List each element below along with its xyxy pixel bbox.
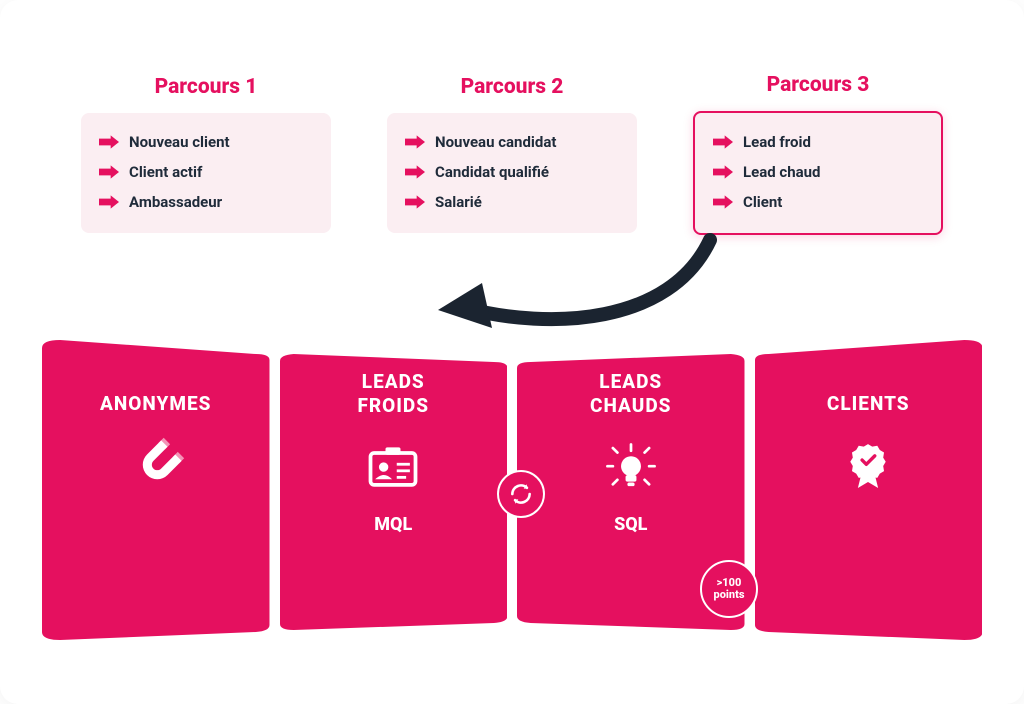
flow-arrow-icon bbox=[420, 230, 720, 340]
parcours-item-label: Lead froid bbox=[743, 133, 811, 151]
parcours-row: Parcours 1 Nouveau client Client actif A… bbox=[0, 75, 1024, 235]
parcours-item-label: Client bbox=[743, 193, 782, 211]
parcours-3-item-1: Lead chaud bbox=[713, 157, 923, 187]
parcours-3-title: Parcours 3 bbox=[693, 73, 943, 97]
parcours-2-title: Parcours 2 bbox=[387, 75, 637, 99]
parcours-item-label: Lead chaud bbox=[743, 163, 821, 181]
sync-icon bbox=[508, 481, 534, 507]
id-card-icon bbox=[361, 436, 425, 500]
points-badge: >100 points bbox=[700, 560, 758, 618]
parcours-item-label: Salarié bbox=[435, 193, 482, 211]
parcours-1-box: Nouveau client Client actif Ambassadeur bbox=[81, 113, 331, 233]
arrow-icon bbox=[99, 164, 119, 180]
arrow-icon bbox=[99, 134, 119, 150]
parcours-1: Parcours 1 Nouveau client Client actif A… bbox=[81, 75, 331, 235]
arrow-icon bbox=[713, 134, 733, 150]
parcours-1-title: Parcours 1 bbox=[81, 75, 331, 99]
stage-leads-froids: LEADS FROIDS MQL bbox=[280, 340, 508, 640]
sync-badge bbox=[497, 470, 545, 518]
lightbulb-icon bbox=[599, 436, 663, 500]
parcours-2-box: Nouveau candidat Candidat qualifié Salar… bbox=[387, 113, 637, 233]
parcours-item-label: Client actif bbox=[129, 163, 202, 181]
arrow-icon bbox=[713, 194, 733, 210]
parcours-item-label: Candidat qualifié bbox=[435, 163, 549, 181]
stage-title: LEADS FROIDS bbox=[357, 370, 429, 418]
arrow-icon bbox=[99, 194, 119, 210]
arrow-icon bbox=[405, 134, 425, 150]
parcours-2-item-0: Nouveau candidat bbox=[405, 127, 619, 157]
parcours-1-item-0: Nouveau client bbox=[99, 127, 313, 157]
points-badge-line2: points bbox=[714, 589, 745, 601]
arrow-icon bbox=[713, 164, 733, 180]
parcours-2-item-2: Salarié bbox=[405, 187, 619, 217]
stage-clients: CLIENTS bbox=[755, 340, 983, 640]
parcours-item-label: Nouveau candidat bbox=[435, 133, 556, 151]
arrow-icon bbox=[405, 164, 425, 180]
award-icon bbox=[836, 434, 900, 498]
parcours-3-box: Lead froid Lead chaud Client bbox=[693, 111, 943, 235]
parcours-item-label: Nouveau client bbox=[129, 133, 230, 151]
parcours-1-item-2: Ambassadeur bbox=[99, 187, 313, 217]
parcours-item-label: Ambassadeur bbox=[129, 193, 222, 211]
parcours-1-item-1: Client actif bbox=[99, 157, 313, 187]
parcours-2-item-1: Candidat qualifié bbox=[405, 157, 619, 187]
infographic-canvas: Parcours 1 Nouveau client Client actif A… bbox=[0, 0, 1024, 704]
stage-anonymes: ANONYMES bbox=[42, 340, 270, 640]
parcours-3-item-2: Client bbox=[713, 187, 923, 217]
parcours-3: Parcours 3 Lead froid Lead chaud Client bbox=[693, 75, 943, 235]
parcours-2: Parcours 2 Nouveau candidat Candidat qua… bbox=[387, 75, 637, 235]
stage-title: LEADS CHAUDS bbox=[590, 370, 671, 418]
stage-title: CLIENTS bbox=[827, 392, 910, 416]
stage-sub: SQL bbox=[614, 514, 647, 535]
stage-title: ANONYMES bbox=[100, 392, 211, 416]
magnet-icon bbox=[124, 434, 188, 498]
stage-sub: MQL bbox=[374, 514, 412, 535]
parcours-3-item-0: Lead froid bbox=[713, 127, 923, 157]
arrow-icon bbox=[405, 194, 425, 210]
